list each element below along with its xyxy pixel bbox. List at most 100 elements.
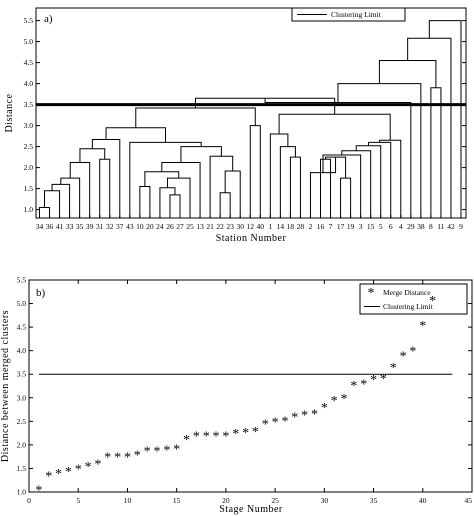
merge-distance-point: * xyxy=(114,451,121,466)
dendrogram-leaf-label: 20 xyxy=(146,222,154,231)
dendrogram-leaf-label: 25 xyxy=(186,222,194,231)
dendrogram-legend: Clustering Limit xyxy=(291,7,406,22)
merge-distance-point: * xyxy=(104,451,111,466)
panel-a-label: a) xyxy=(44,13,53,25)
merge-distance-point: * xyxy=(183,433,190,448)
scatter-x-axis-label: Stage Number xyxy=(219,504,283,515)
dendrogram-leaf-label: 36 xyxy=(46,222,54,231)
dendrogram-link xyxy=(51,183,71,218)
dendrogram-leaf-label: 5 xyxy=(379,222,383,231)
dendrogram-link xyxy=(407,37,452,218)
dendrogram-leaf-label: 33 xyxy=(66,222,74,231)
dendrogram-leaf-label: 34 xyxy=(36,222,44,231)
dendrogram-leaf-label: 22 xyxy=(216,222,224,231)
scatter-y-ticks: 1.0 1.5 2.0 2.5 3.0 3.5 4.0 4.5 5.0 5.5 xyxy=(17,276,472,497)
dendrogram-leaf-label: 17 xyxy=(337,222,345,231)
dendrogram-link xyxy=(135,107,256,128)
merge-distance-point: * xyxy=(144,445,151,460)
dendrogram-x-ticks: 34 36 41 33 35 39 31 32 37 43 10 20 24 26 27 25 13 21 22 23… xyxy=(36,215,463,231)
merge-distance-point: * xyxy=(222,429,229,444)
dendrogram-leaf-label: 12 xyxy=(247,222,255,231)
scatter-y-tick-label: 5.5 xyxy=(17,276,27,285)
dendrogram-leaf-label: 6 xyxy=(389,222,393,231)
dendrogram-leaf-label: 31 xyxy=(96,222,104,231)
dendrogram-y-tick-label: 5.5 xyxy=(24,16,34,25)
dendrogram-leaf-label: 19 xyxy=(347,222,355,231)
merge-distance-point: * xyxy=(311,407,318,422)
dendrogram-leaf-label: 1 xyxy=(268,222,272,231)
merge-distance-point: * xyxy=(341,392,348,407)
merge-distance-point: * xyxy=(252,425,259,440)
scatter-y-tick-label: 1.0 xyxy=(17,488,27,497)
scatter-legend-label-merge: Merge Distance xyxy=(383,288,431,297)
scatter-y-tick-label: 4.0 xyxy=(17,346,27,355)
dendrogram-link xyxy=(430,87,442,218)
scatter-x-tick-label: 0 xyxy=(27,496,31,505)
merge-distance-point: * xyxy=(203,429,210,444)
dendrogram-link xyxy=(161,162,201,218)
merge-distance-point: * xyxy=(400,349,407,364)
dendrogram-y-tick-label: 5.0 xyxy=(24,37,34,46)
dendrogram-leaf-label: 37 xyxy=(116,222,124,231)
dendrogram-y-tick-label: 2.5 xyxy=(24,142,34,151)
dendrogram-leaf-label: 41 xyxy=(56,222,64,231)
dendrogram-y-tick-label: 4.5 xyxy=(24,58,34,67)
dendrogram-link xyxy=(159,187,176,218)
dendrogram-plot-frame xyxy=(35,7,467,219)
merge-distance-point: * xyxy=(370,373,377,388)
merge-distance-point: * xyxy=(35,484,42,499)
dendrogram-link xyxy=(39,207,51,218)
merge-distance-point: * xyxy=(134,448,141,463)
merge-distance-point: * xyxy=(163,444,170,459)
dendrogram-legend-label: Clustering Limit xyxy=(331,10,382,19)
dendrogram-link xyxy=(99,158,111,218)
scatter-x-tick-label: 30 xyxy=(321,496,329,505)
merge-distance-point: * xyxy=(321,401,328,416)
merge-distance-point: * xyxy=(262,418,269,433)
merge-distance-point: * xyxy=(193,429,200,444)
dendrogram-link xyxy=(428,20,462,218)
dendrogram-leaf-label: 8 xyxy=(429,222,433,231)
scatter-y-tick-label: 3.0 xyxy=(17,393,27,402)
dendrogram-link xyxy=(180,146,222,163)
dendrogram-link xyxy=(224,170,241,218)
dendrogram-leaf-label: 32 xyxy=(106,222,114,231)
merge-distance-point: * xyxy=(232,427,239,442)
dendrogram-leaf-label: 11 xyxy=(437,222,444,231)
scatter-y-tick-label: 1.5 xyxy=(17,464,27,473)
dendrogram-leaf-label: 14 xyxy=(277,222,285,231)
merge-distance-point: * xyxy=(55,467,62,482)
dendrogram-leaf-label: 38 xyxy=(417,222,425,231)
dendrogram-leaf-label: 10 xyxy=(136,222,144,231)
dendrogram-y-axis-label: Distance xyxy=(4,93,15,132)
dendrogram-link xyxy=(340,177,352,218)
scatter-x-tick-label: 10 xyxy=(124,496,132,505)
scatter-plot-frame xyxy=(28,279,473,493)
merge-distance-point: * xyxy=(409,345,416,360)
dendrogram-leaf-label: 13 xyxy=(196,222,204,231)
scatter-x-tick-label: 25 xyxy=(271,496,279,505)
merge-distance-point: * xyxy=(65,465,72,480)
merge-distance-point: * xyxy=(350,379,357,394)
merge-distance-point: * xyxy=(173,443,180,458)
dendrogram-link xyxy=(44,190,61,218)
scatter-x-tick-label: 40 xyxy=(419,496,427,505)
dendrogram-leaf-label: 7 xyxy=(329,222,333,231)
scatter-points: ** * * * * * * * * * * * * ** * * * * * * * * * * * * * * * ** * * *** **… xyxy=(35,294,436,499)
dendrogram-leaf-label: 18 xyxy=(287,222,295,231)
scatter-legend-marker-swatch: * xyxy=(368,286,375,301)
dendrogram-y-tick-label: 4.0 xyxy=(24,79,34,88)
dendrogram-leaf-label: 29 xyxy=(407,222,415,231)
dendrogram-y-tick-label: 2.0 xyxy=(24,163,34,172)
dendrogram-leaf-label: 42 xyxy=(447,222,455,231)
merge-distance-point: * xyxy=(429,294,436,309)
dendrogram-x-axis-label: Station Number xyxy=(216,233,287,244)
scatter-legend-box xyxy=(359,283,468,315)
dendrogram-leaf-label: 43 xyxy=(126,222,134,231)
dendrogram-link xyxy=(91,138,121,218)
scatter-legend: * Merge Distance Clustering Limit xyxy=(359,283,468,315)
merge-distance-point: * xyxy=(331,394,338,409)
merge-distance-point: * xyxy=(124,451,131,466)
dendrogram-leaf-label: 24 xyxy=(156,222,164,231)
